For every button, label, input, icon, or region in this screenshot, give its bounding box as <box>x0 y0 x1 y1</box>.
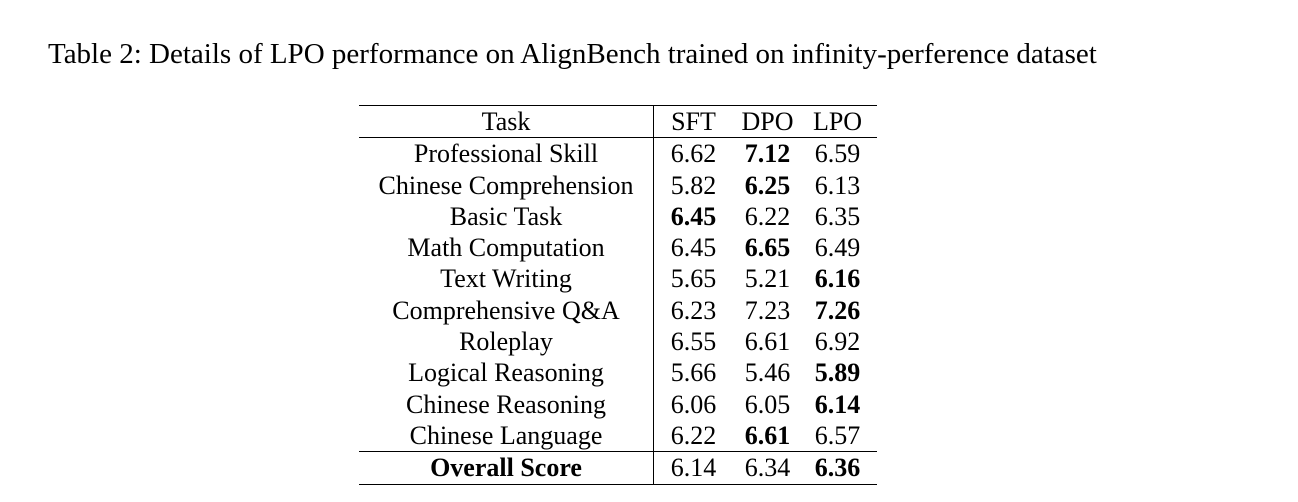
sft-score: 6.62 <box>670 139 717 169</box>
lpo-score: 6.57 <box>814 420 861 450</box>
task-cell: Chinese Comprehension <box>359 169 654 201</box>
table-row: Chinese Comprehension 5.82 6.25 6.13 <box>359 169 877 201</box>
lpo-score: 6.14 <box>814 389 861 419</box>
table-row: Comprehensive Q&A 6.23 7.23 7.26 <box>359 294 877 327</box>
lpo-score: 6.13 <box>814 170 861 200</box>
overall-task-label: Overall Score <box>359 451 654 485</box>
header-row: Task SFT DPO LPO <box>359 105 877 138</box>
table-body: Professional Skill 6.62 7.12 6.59 Chinese Co… <box>359 137 877 452</box>
table-row: Chinese Language 6.22 6.61 6.57 <box>359 419 877 452</box>
dpo-score: 6.25 <box>744 170 791 200</box>
task-cell: Professional Skill <box>359 137 654 170</box>
dpo-score: 6.61 <box>744 327 791 357</box>
overall-sft: 6.14 <box>670 453 717 483</box>
task-cell: Comprehensive Q&A <box>359 294 654 327</box>
sft-score: 5.66 <box>670 358 717 388</box>
table-row: Professional Skill 6.62 7.12 6.59 <box>359 137 877 170</box>
dpo-score: 6.22 <box>744 201 791 231</box>
sft-score: 6.06 <box>670 389 717 419</box>
dpo-score: 6.65 <box>744 233 791 263</box>
sft-score: 6.45 <box>670 201 717 231</box>
table-header: Task SFT DPO LPO <box>359 105 877 138</box>
lpo-score: 6.35 <box>814 201 861 231</box>
header-dpo: DPO <box>741 107 794 136</box>
overall-lpo: 6.36 <box>814 453 861 483</box>
lpo-score: 6.92 <box>814 327 861 357</box>
table-row: Roleplay 6.55 6.61 6.92 <box>359 326 877 358</box>
table-row: Basic Task 6.45 6.22 6.35 <box>359 200 877 233</box>
lpo-score: 7.26 <box>814 295 861 325</box>
sft-score: 6.22 <box>670 420 717 450</box>
results-table: Task SFT DPO LPO Professional Skill 6.62 7… <box>359 105 877 485</box>
task-cell: Text Writing <box>359 263 654 295</box>
sft-score: 5.82 <box>670 170 717 200</box>
task-cell: Math Computation <box>359 232 654 264</box>
table-row: Math Computation 6.45 6.65 6.49 <box>359 232 877 264</box>
header-task: Task <box>359 105 654 138</box>
overall-section: Overall Score 6.14 6.34 6.36 <box>359 451 877 485</box>
task-cell: Roleplay <box>359 326 654 358</box>
table-row: Logical Reasoning 5.66 5.46 5.89 <box>359 357 877 389</box>
overall-dpo: 6.34 <box>744 453 791 483</box>
task-cell: Logical Reasoning <box>359 357 654 389</box>
sft-score: 6.23 <box>670 295 717 325</box>
sft-score: 6.55 <box>670 327 717 357</box>
sft-score: 6.45 <box>670 233 717 263</box>
table-row: Chinese Reasoning 6.06 6.05 6.14 <box>359 388 877 420</box>
dpo-score: 7.23 <box>744 295 791 325</box>
header-lpo: LPO <box>812 107 863 136</box>
task-cell: Basic Task <box>359 200 654 233</box>
table-row: Text Writing 5.65 5.21 6.16 <box>359 263 877 295</box>
sft-score: 5.65 <box>670 264 717 294</box>
lpo-score: 5.89 <box>814 358 861 388</box>
overall-row: Overall Score 6.14 6.34 6.36 <box>359 451 877 485</box>
dpo-score: 6.05 <box>744 389 791 419</box>
lpo-score: 6.59 <box>814 139 861 169</box>
header-sft: SFT <box>671 107 716 136</box>
dpo-score: 7.12 <box>744 139 791 169</box>
dpo-score: 5.46 <box>744 358 791 388</box>
lpo-score: 6.16 <box>814 264 861 294</box>
table-caption: Table 2: Details of LPO performance on A… <box>48 38 1097 70</box>
task-cell: Chinese Language <box>359 419 654 452</box>
dpo-score: 6.61 <box>744 420 791 450</box>
task-cell: Chinese Reasoning <box>359 388 654 420</box>
dpo-score: 5.21 <box>744 264 791 294</box>
lpo-score: 6.49 <box>814 233 861 263</box>
